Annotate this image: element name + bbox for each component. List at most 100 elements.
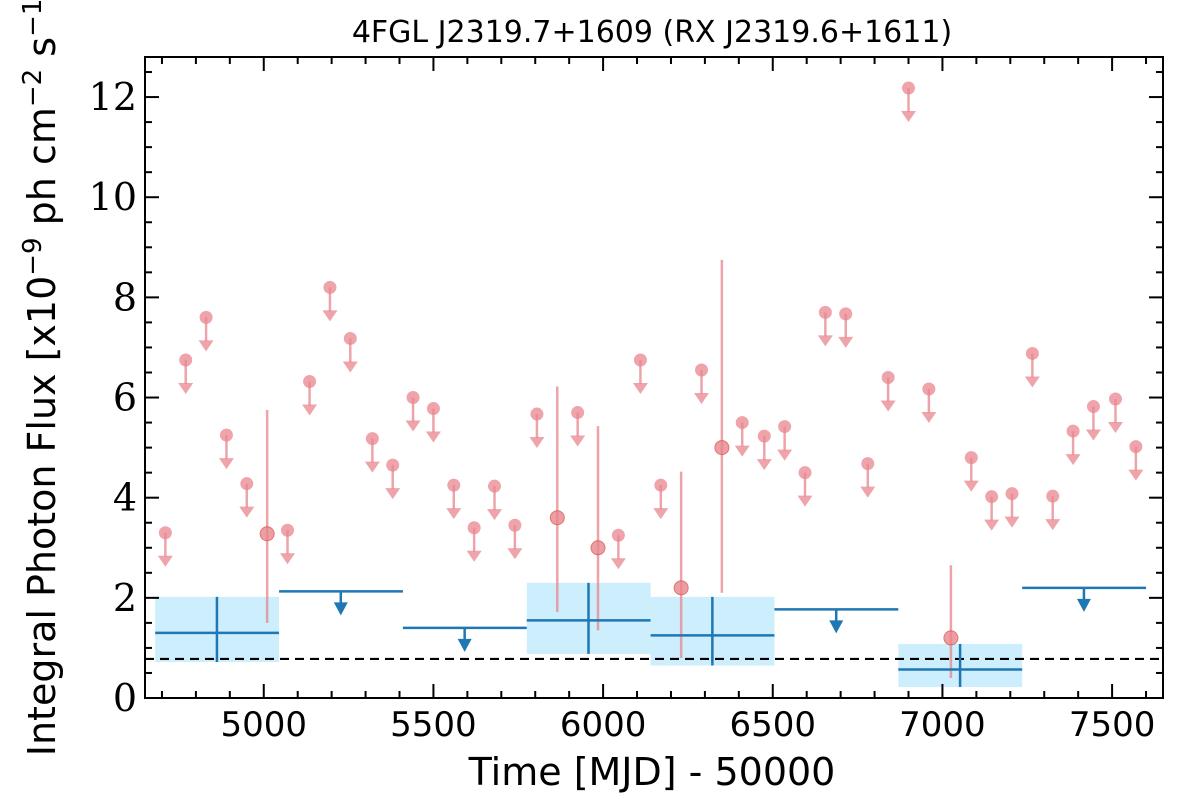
short-bin-point	[943, 630, 959, 646]
y-tick-label: 12	[89, 75, 137, 119]
y-axis-label: Integral Photon Flux [x10−9 ph cm−2 s−1]	[18, 0, 64, 756]
long-bin-upper-limit-arrow	[333, 602, 348, 616]
upper-limit-arrow	[1045, 519, 1061, 531]
upper-limit-arrow	[817, 335, 833, 347]
y-tick-label: 10	[89, 175, 137, 219]
short-bin-point	[654, 478, 668, 492]
upper-limit-arrow	[446, 508, 462, 520]
axes: 5000 5500 6000 6500 7000 7500 0 2 4 6 8 10 12	[89, 56, 1164, 745]
short-bin-point	[1086, 400, 1100, 414]
upper-limit-arrow	[797, 495, 813, 507]
y-tick-label: 4	[113, 476, 137, 520]
upper-limit-arrow	[777, 449, 793, 461]
short-bin-point	[673, 580, 689, 596]
short-bin-point	[735, 416, 749, 430]
upper-limit-arrow	[385, 488, 401, 500]
upper-limit-arrow	[880, 400, 896, 412]
short-bin-point	[964, 451, 978, 465]
short-bin-point	[386, 458, 400, 472]
upper-limit-arrow	[1085, 429, 1101, 441]
upper-limit-arrow	[963, 480, 979, 492]
upper-limit-arrow	[218, 458, 234, 470]
short-bin-point	[778, 420, 792, 434]
short-bin-point	[1005, 487, 1019, 501]
short-bin-point	[1046, 489, 1060, 503]
x-tick-label: 5500	[390, 705, 477, 745]
upper-limit-arrow	[653, 508, 669, 520]
short-bin-point	[1025, 346, 1039, 360]
short-bin-point	[590, 540, 606, 556]
upper-limit-arrow	[694, 392, 710, 404]
upper-limit-arrow	[239, 506, 255, 518]
upper-limit-arrow	[1128, 469, 1144, 481]
short-bin-point	[467, 521, 481, 535]
upper-limit-arrow	[1107, 422, 1123, 434]
short-bin-point	[881, 371, 895, 384]
y-tick-label: 2	[113, 576, 137, 620]
short-bin-point	[985, 490, 999, 504]
short-bin-point	[839, 307, 853, 321]
x-axis-label: Time [MJD] - 50000	[468, 750, 836, 794]
upper-limit-arrow	[487, 509, 503, 521]
short-bin-point	[902, 81, 915, 95]
short-bin-point	[714, 440, 730, 456]
upper-limit-arrow	[466, 550, 482, 562]
long-bin-upper-limit-arrow	[829, 620, 844, 634]
upper-limit-arrow	[1065, 454, 1081, 466]
y-tick-label: 0	[113, 676, 137, 720]
short-bin-point	[199, 310, 213, 324]
upper-limit-arrow	[921, 412, 937, 424]
long-bin-upper-limit-arrow	[1076, 598, 1091, 612]
upper-limit-arrow	[322, 310, 338, 322]
short-bin-point	[281, 523, 295, 537]
upper-limit-arrow	[342, 361, 358, 373]
plot-area	[145, 81, 1163, 687]
upper-limit-arrow	[507, 548, 523, 560]
x-tick-label: 5000	[221, 705, 308, 745]
long-bin-upper-limit-arrow	[457, 638, 472, 652]
upper-limit-arrow	[178, 382, 194, 394]
upper-limit-arrow	[302, 404, 318, 416]
short-bin-point	[259, 526, 275, 542]
short-bin-point	[323, 280, 337, 294]
short-bin-point	[219, 428, 233, 442]
upper-limit-arrow	[610, 558, 626, 570]
short-bin-point	[530, 407, 544, 421]
short-bin-point	[695, 363, 709, 377]
upper-limit-arrow	[1004, 516, 1020, 528]
plot-frame	[144, 56, 1164, 699]
short-bin-point	[571, 406, 585, 420]
short-bin-point	[1108, 392, 1122, 406]
short-bin-point	[447, 478, 461, 492]
upper-limit-arrow	[198, 340, 214, 352]
upper-limit-arrow	[570, 435, 586, 447]
short-bin-point	[549, 510, 565, 526]
short-bin-point	[1129, 440, 1143, 454]
short-bin-point	[818, 305, 832, 319]
chart-title: 4FGL J2319.7+1609 (RX J2319.6+1611)	[352, 15, 952, 50]
upper-limit-arrow	[157, 555, 173, 567]
x-tick-label: 7500	[1069, 705, 1156, 745]
x-tick-label: 7000	[899, 705, 986, 745]
upper-limit-arrow	[901, 111, 916, 123]
short-bin-point	[343, 331, 357, 345]
upper-limit-arrow	[280, 553, 296, 565]
upper-limit-arrow	[425, 431, 441, 443]
short-bin-point	[861, 457, 875, 471]
short-bin-point	[158, 526, 172, 540]
short-bin-point	[240, 477, 254, 491]
short-bin-point	[611, 528, 625, 542]
y-tick-label: 8	[113, 275, 137, 319]
upper-limit-arrow	[734, 445, 750, 457]
short-bin-point	[798, 466, 812, 480]
short-bin-point	[406, 391, 420, 405]
short-bin-point	[488, 479, 502, 493]
short-bin-point	[508, 518, 522, 532]
short-bin-point	[303, 375, 317, 389]
upper-limit-arrow	[529, 437, 545, 449]
upper-limit-arrow	[364, 461, 380, 473]
upper-limit-arrow	[632, 382, 648, 394]
short-bin-point	[179, 353, 193, 367]
short-bin-point	[922, 382, 936, 396]
